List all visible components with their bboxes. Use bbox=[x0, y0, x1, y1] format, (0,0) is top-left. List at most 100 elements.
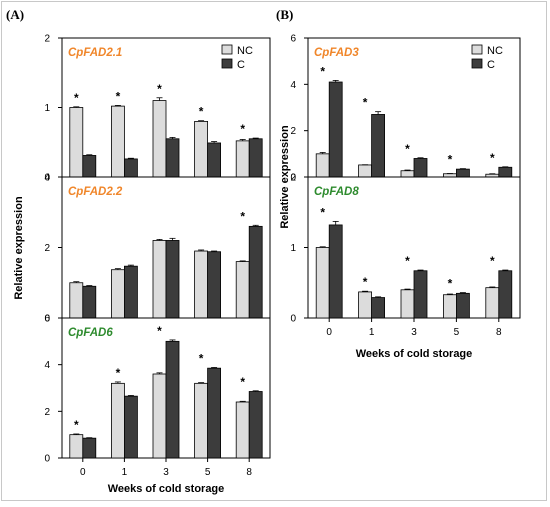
significance-star: * bbox=[116, 89, 121, 103]
bar-c-week-5 bbox=[455, 168, 470, 178]
significance-star: * bbox=[490, 151, 495, 165]
y-tick-label: 0 bbox=[44, 314, 50, 325]
bar-c-week-5 bbox=[207, 251, 222, 319]
y-tick-label: 2 bbox=[290, 126, 296, 137]
y-tick-label: 4 bbox=[44, 173, 50, 184]
x-tick-label: 1 bbox=[369, 327, 375, 338]
bar-c-week-3 bbox=[165, 138, 180, 178]
panel-b-xlabel: Weeks of cold storage bbox=[356, 348, 473, 360]
bar-nc-week-8 bbox=[235, 140, 250, 178]
bar-nc-week-0 bbox=[69, 107, 84, 178]
significance-star: * bbox=[157, 82, 162, 96]
x-tick-label: 8 bbox=[246, 467, 252, 478]
bar-c-week-5 bbox=[207, 142, 222, 178]
bar-c-week-0 bbox=[328, 81, 343, 178]
bar-c-week-3 bbox=[165, 340, 180, 459]
significance-star: * bbox=[74, 418, 79, 432]
bar-nc-week-3 bbox=[152, 373, 167, 459]
bar-nc-week-5 bbox=[442, 294, 457, 319]
significance-star: * bbox=[199, 105, 204, 119]
bar-nc-week-3 bbox=[400, 289, 415, 319]
x-tick-label: 3 bbox=[411, 327, 417, 338]
bar-c-week-8 bbox=[248, 225, 263, 319]
significance-star: * bbox=[240, 122, 245, 136]
significance-star: * bbox=[199, 351, 204, 365]
bar-c-week-8 bbox=[498, 270, 513, 319]
y-tick-label: 1 bbox=[44, 103, 50, 114]
subplot-cpfad6: 0 2 4 6 * 0 * 1 * 3 * 5 * 8 CpFAD6 bbox=[44, 314, 271, 478]
significance-star: * bbox=[74, 91, 79, 105]
x-tick-label: 0 bbox=[80, 467, 86, 478]
bar-nc-week-5 bbox=[194, 382, 209, 459]
bar-c-week-1 bbox=[124, 158, 138, 178]
x-tick-label: 5 bbox=[205, 467, 211, 478]
bar-nc-week-1 bbox=[111, 105, 125, 178]
y-tick-label: 0 bbox=[290, 314, 296, 325]
bar-c-week-3 bbox=[413, 158, 428, 178]
bar-nc-week-1 bbox=[358, 291, 373, 319]
legend-swatch-nc bbox=[221, 44, 233, 55]
legend-label-nc: NC bbox=[237, 45, 253, 57]
panel-label-b: (B) bbox=[276, 7, 293, 22]
bar-c-week-5 bbox=[455, 292, 470, 319]
gene-title: CpFAD8 bbox=[314, 186, 359, 198]
y-tick-label: 1 bbox=[290, 243, 296, 254]
bar-c-week-8 bbox=[248, 138, 263, 178]
bar-nc-week-8 bbox=[235, 261, 250, 319]
significance-star: * bbox=[320, 205, 325, 219]
panel-label-a: (A) bbox=[6, 7, 24, 22]
bar-c-week-3 bbox=[413, 270, 428, 319]
bar-c-week-0 bbox=[82, 437, 97, 459]
bar-c-week-3 bbox=[165, 240, 180, 319]
bar-c-week-0 bbox=[82, 155, 97, 178]
legend-swatch-c bbox=[221, 58, 233, 69]
bar-c-week-1 bbox=[124, 395, 138, 459]
gene-title: CpFAD2.2 bbox=[68, 186, 123, 198]
x-tick-label: 5 bbox=[454, 327, 460, 338]
panel-a-xlabel: Weeks of cold storage bbox=[108, 483, 225, 495]
legend-label-c: C bbox=[487, 59, 495, 71]
subplot-cpfad2-1: 0 1 2 * * * * * CpFAD2.1 NC C bbox=[44, 34, 271, 184]
bar-c-week-1 bbox=[371, 297, 386, 319]
significance-star: * bbox=[405, 142, 410, 156]
bar-nc-week-8 bbox=[485, 287, 500, 319]
bar-nc-week-0 bbox=[69, 282, 84, 319]
significance-star: * bbox=[320, 64, 325, 78]
y-tick-label: 0 bbox=[44, 454, 50, 465]
significance-star: * bbox=[363, 275, 368, 289]
legend-swatch-nc bbox=[471, 44, 483, 55]
significance-star: * bbox=[240, 375, 245, 389]
legend-swatch-c bbox=[471, 58, 483, 69]
gene-title: CpFAD3 bbox=[314, 47, 359, 59]
significance-star: * bbox=[448, 277, 453, 291]
significance-star: * bbox=[363, 96, 368, 110]
subplot-cpfad8: 0 1 2 * 0 * 1 * 3 * 5 * 8 CpFAD8 bbox=[290, 173, 521, 338]
bar-nc-week-3 bbox=[152, 240, 167, 319]
y-tick-label: 2 bbox=[44, 243, 50, 254]
figure-canvas: (A) (B) Relative expression Weeks of col… bbox=[6, 7, 521, 495]
bar-c-week-8 bbox=[498, 166, 513, 178]
panel-b-ylabel: Relative expression bbox=[279, 125, 291, 229]
bar-c-week-8 bbox=[248, 391, 263, 459]
bar-nc-week-3 bbox=[400, 170, 415, 178]
legend-label-c: C bbox=[237, 59, 245, 71]
bar-nc-week-0 bbox=[315, 153, 330, 178]
bar-nc-week-5 bbox=[194, 121, 209, 178]
bar-nc-week-0 bbox=[315, 247, 330, 319]
y-tick-label: 2 bbox=[44, 407, 50, 418]
bar-nc-week-1 bbox=[111, 269, 125, 319]
bar-c-week-5 bbox=[207, 367, 222, 459]
bar-c-week-1 bbox=[371, 114, 386, 178]
bar-c-week-0 bbox=[328, 224, 343, 319]
y-tick-label: 4 bbox=[44, 360, 50, 371]
y-tick-label: 0 bbox=[44, 173, 50, 184]
significance-star: * bbox=[116, 366, 121, 380]
bar-c-week-0 bbox=[82, 285, 97, 319]
figure-frame: (A) (B) Relative expression Weeks of col… bbox=[1, 1, 547, 501]
bar-nc-week-1 bbox=[358, 164, 373, 178]
significance-star: * bbox=[490, 254, 495, 268]
y-tick-label: 6 bbox=[290, 34, 296, 45]
bar-nc-week-5 bbox=[194, 250, 209, 319]
panel-a-ylabel: Relative expression bbox=[13, 196, 25, 300]
y-tick-label: 6 bbox=[44, 314, 50, 325]
